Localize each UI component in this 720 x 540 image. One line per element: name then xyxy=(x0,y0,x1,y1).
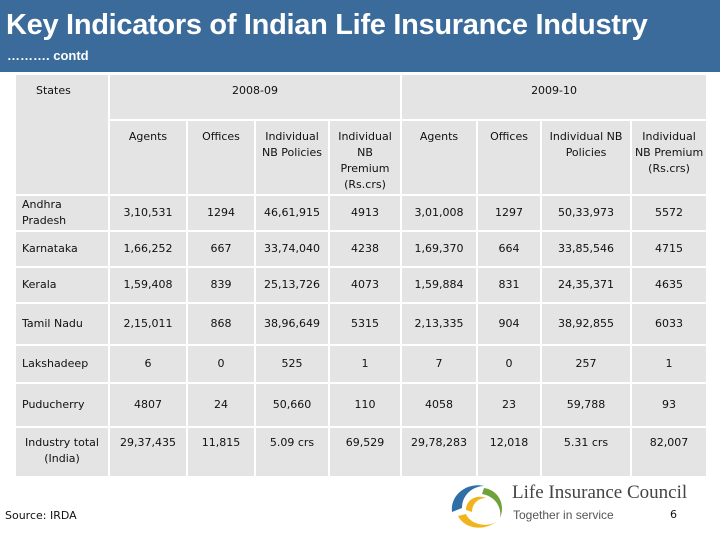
column-header-row: Agents Offices Individual NB Policies In… xyxy=(15,119,709,196)
table-cell: 3,10,531 xyxy=(108,194,188,232)
table-cell: 5315 xyxy=(327,302,403,346)
period-header-row: States 2008-09 2009-10 xyxy=(14,73,709,196)
column-header: Individual NB Premium (Rs.crs) xyxy=(327,119,403,196)
table-cell: 664 xyxy=(476,230,543,268)
table-cell: 3,01,008 xyxy=(400,194,479,232)
table-cell: 839 xyxy=(186,266,256,304)
table-cell: 93 xyxy=(630,382,709,428)
column-header: Offices xyxy=(476,119,543,196)
table-row: Puducherry 4807 24 50,660 110 4058 23 59… xyxy=(14,382,709,428)
table-cell: 11,815 xyxy=(186,426,256,478)
table-cell: 4635 xyxy=(630,266,709,304)
table-cell: 4058 xyxy=(400,382,479,428)
table-cell: 29,78,283 xyxy=(400,426,479,478)
table-cell: 4913 xyxy=(327,194,403,232)
source-note: Source: IRDA xyxy=(5,509,77,522)
title-banner: Key Indicators of Indian Life Insurance … xyxy=(0,0,720,72)
table-cell: 904 xyxy=(476,302,543,346)
column-header: Agents xyxy=(400,119,479,196)
table-cell: 110 xyxy=(327,382,403,428)
table-cell: 4715 xyxy=(630,230,709,268)
table-cell: 50,33,973 xyxy=(540,194,633,232)
page-subtitle: ………. contd xyxy=(7,48,89,63)
table-cell: 29,37,435 xyxy=(108,426,188,478)
table-cell: 46,61,915 xyxy=(254,194,330,232)
state-name: Lakshadeep xyxy=(14,344,110,384)
table-cell: 25,13,726 xyxy=(254,266,330,304)
table-row: Karnataka 1,66,252 667 33,74,040 4238 1,… xyxy=(14,230,709,268)
table-cell: 4807 xyxy=(108,382,188,428)
table-cell: 0 xyxy=(186,344,256,384)
logo-name: Life Insurance Council xyxy=(512,482,688,503)
table-cell: 2,15,011 xyxy=(108,302,188,346)
indicators-table: States 2008-09 2009-10 Agents Offices In… xyxy=(14,73,709,478)
table-cell: 5.31 crs xyxy=(540,426,633,478)
table-cell: 868 xyxy=(186,302,256,346)
column-header: Offices xyxy=(186,119,256,196)
table-cell: 50,660 xyxy=(254,382,330,428)
table-cell: 5572 xyxy=(630,194,709,232)
table-cell: 69,529 xyxy=(327,426,403,478)
period-header-2008-09: 2008-09 xyxy=(107,73,403,121)
state-name: Karnataka xyxy=(14,230,110,268)
table-cell: 38,92,855 xyxy=(540,302,633,346)
table-cell: 6033 xyxy=(630,302,709,346)
logo-tagline: Together in service xyxy=(513,508,614,522)
period-header-2009-10: 2009-10 xyxy=(400,73,709,121)
table-row: Lakshadeep 6 0 525 1 7 0 257 1 xyxy=(14,344,709,384)
table-cell: 1 xyxy=(630,344,709,384)
table-cell: 4238 xyxy=(327,230,403,268)
column-header: Individual NB Policies xyxy=(254,119,330,196)
column-header: Individual NB Policies xyxy=(540,119,633,196)
column-header: Individual NB Premium (Rs.crs) xyxy=(630,119,709,196)
table-cell: 38,96,649 xyxy=(254,302,330,346)
table-cell: 667 xyxy=(186,230,256,268)
table-cell: 33,74,040 xyxy=(254,230,330,268)
table-cell: 5.09 crs xyxy=(254,426,330,478)
table-cell: 1,59,884 xyxy=(400,266,479,304)
table-cell: 24 xyxy=(186,382,256,428)
table-cell: 4073 xyxy=(327,266,403,304)
table-cell: 1294 xyxy=(186,194,256,232)
states-header: States xyxy=(14,73,110,196)
table-cell: 525 xyxy=(254,344,330,384)
table-cell: 1,66,252 xyxy=(108,230,188,268)
table-cell: 2,13,335 xyxy=(400,302,479,346)
table-cell: 12,018 xyxy=(476,426,543,478)
table-cell: 7 xyxy=(400,344,479,384)
table-cell: 1,69,370 xyxy=(400,230,479,268)
table-cell: 257 xyxy=(540,344,633,384)
state-name: Kerala xyxy=(14,266,110,304)
page-title: Key Indicators of Indian Life Insurance … xyxy=(6,9,648,41)
state-name: Puducherry xyxy=(14,382,110,428)
table-cell: 82,007 xyxy=(630,426,709,478)
state-name: Industry total (India) xyxy=(14,426,110,478)
table-cell: 831 xyxy=(476,266,543,304)
column-header: Agents xyxy=(108,119,188,196)
state-name: Andhra Pradesh xyxy=(14,194,110,232)
table-row: Tamil Nadu 2,15,011 868 38,96,649 5315 2… xyxy=(14,302,709,346)
table-cell: 59,788 xyxy=(540,382,633,428)
state-name: Tamil Nadu xyxy=(14,302,110,346)
table-row: Kerala 1,59,408 839 25,13,726 4073 1,59,… xyxy=(14,266,709,304)
table-cell: 1,59,408 xyxy=(108,266,188,304)
table-cell: 6 xyxy=(108,344,188,384)
table-cell: 1 xyxy=(327,344,403,384)
table-cell: 33,85,546 xyxy=(540,230,633,268)
table-cell: 24,35,371 xyxy=(540,266,633,304)
table-cell: 1297 xyxy=(476,194,543,232)
swirl-logo-icon xyxy=(451,485,503,528)
table-row-total: Industry total (India) 29,37,435 11,815 … xyxy=(14,426,709,478)
table-cell: 0 xyxy=(476,344,543,384)
life-insurance-council-logo: Life Insurance Council Together in servi… xyxy=(444,478,708,534)
table-row: Andhra Pradesh 3,10,531 1294 46,61,915 4… xyxy=(14,194,709,232)
page-number: 6 xyxy=(670,508,677,521)
table-cell: 23 xyxy=(476,382,543,428)
